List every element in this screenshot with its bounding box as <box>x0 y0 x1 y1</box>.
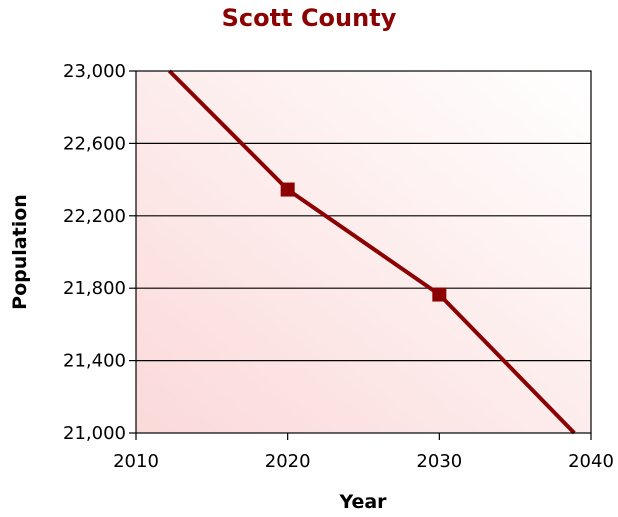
data-point-marker <box>280 182 295 197</box>
data-point-marker <box>432 287 447 302</box>
y-tick-label: 21,400 <box>63 351 126 372</box>
plot-frame <box>135 70 592 434</box>
x-tick-label: 2020 <box>265 451 311 472</box>
series-line <box>167 69 576 435</box>
y-tick-label: 23,000 <box>63 61 126 82</box>
y-axis-ticks: 21,000 21,400 21,800 22,200 22,600 23,000 <box>63 61 136 444</box>
y-tick-label: 22,600 <box>63 133 126 154</box>
series-layer <box>167 69 576 435</box>
y-tick-label: 22,200 <box>63 206 126 227</box>
y-tick-label: 21,000 <box>63 423 126 444</box>
x-tick-label: 2040 <box>568 451 614 472</box>
chart-title: Scott County <box>222 4 397 32</box>
y-tick-label: 21,800 <box>63 278 126 299</box>
x-axis-title: Year <box>338 491 387 513</box>
y-axis-title: Population <box>9 194 31 310</box>
x-axis-ticks: 2010 2020 2030 2040 <box>113 433 614 472</box>
x-tick-label: 2030 <box>416 451 462 472</box>
gridlines <box>136 142 591 362</box>
x-tick-label: 2010 <box>113 451 159 472</box>
